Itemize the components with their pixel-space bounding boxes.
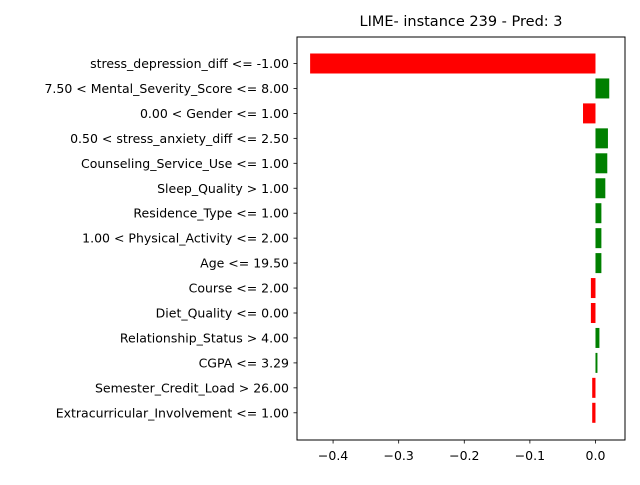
bar-5 bbox=[595, 178, 606, 199]
y-tick-label-6: Residence_Type <= 1.00 bbox=[133, 206, 289, 221]
y-tick-label-14: Extracurricular_Involvement <= 1.00 bbox=[56, 405, 289, 420]
bar-7 bbox=[595, 228, 602, 249]
bar-3 bbox=[595, 128, 608, 149]
bar-14 bbox=[592, 402, 596, 423]
x-tick-label-3: −0.1 bbox=[515, 448, 545, 463]
bar-4 bbox=[595, 153, 608, 174]
bar-8 bbox=[595, 253, 602, 274]
y-tick-label-13: Semester_Credit_Load > 26.00 bbox=[95, 380, 289, 395]
x-tick-label-1: −0.3 bbox=[384, 448, 414, 463]
y-tick-label-7: 1.00 < Physical_Activity <= 2.00 bbox=[82, 231, 289, 246]
bar-11 bbox=[595, 327, 600, 348]
y-tick-label-10: Diet_Quality <= 0.00 bbox=[156, 306, 289, 321]
bar-10 bbox=[590, 303, 596, 323]
bar-2 bbox=[583, 103, 596, 124]
y-tick-label-5: Sleep_Quality > 1.00 bbox=[157, 181, 289, 196]
bar-9 bbox=[590, 278, 596, 299]
y-tick-label-2: 0.00 < Gender <= 1.00 bbox=[140, 106, 289, 121]
bar-1 bbox=[595, 78, 610, 99]
chart-title: LIME- instance 239 - Pred: 3 bbox=[359, 14, 562, 30]
plot-frame bbox=[296, 36, 626, 441]
x-tick-label-4: 0.0 bbox=[586, 448, 606, 463]
y-tick-label-9: Course <= 2.00 bbox=[189, 281, 289, 296]
y-tick-label-3: 0.50 < stress_anxiety_diff <= 2.50 bbox=[70, 131, 289, 146]
y-tick-labels: stress_depression_diff <= -1.00 7.50 < Me… bbox=[44, 56, 297, 420]
bar-13 bbox=[592, 377, 596, 398]
x-tick-label-0: −0.4 bbox=[318, 448, 348, 463]
y-tick-label-0: stress_depression_diff <= -1.00 bbox=[90, 56, 289, 71]
x-axis: −0.4 −0.3 −0.2 −0.1 0.0 bbox=[318, 440, 606, 463]
bar-6 bbox=[595, 203, 602, 224]
bars-group bbox=[310, 53, 610, 423]
bar-12 bbox=[595, 352, 598, 373]
x-tick-label-2: −0.2 bbox=[449, 448, 479, 463]
y-tick-label-1: 7.50 < Mental_Severity_Score <= 8.00 bbox=[44, 81, 289, 96]
y-tick-label-11: Relationship_Status > 4.00 bbox=[120, 330, 289, 345]
y-tick-label-12: CGPA <= 3.29 bbox=[199, 355, 289, 370]
bar-0 bbox=[310, 53, 596, 74]
y-tick-label-8: Age <= 19.50 bbox=[200, 256, 289, 271]
y-tick-label-4: Counseling_Service_Use <= 1.00 bbox=[81, 156, 289, 171]
